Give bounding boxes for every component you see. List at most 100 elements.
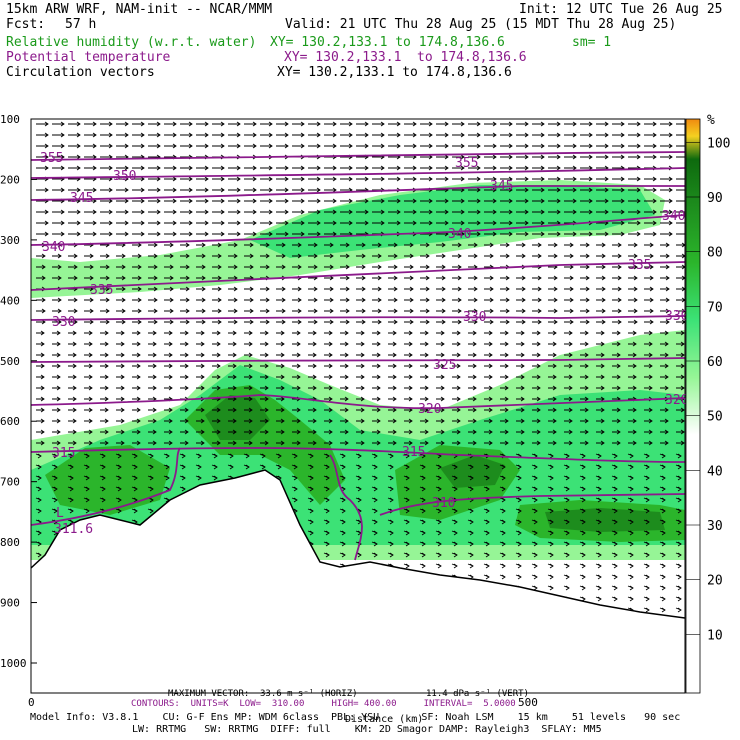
vector-arrow: [291, 486, 298, 492]
rh-core-1: [45, 445, 170, 515]
vector-arrow: [276, 242, 286, 248]
vector-arrow: [452, 209, 465, 215]
vector-arrow: [436, 374, 445, 380]
vector-arrow: [372, 319, 382, 325]
vector-arrow: [532, 363, 541, 369]
vector-arrow: [35, 486, 42, 492]
vector-arrow: [484, 198, 497, 204]
theta-label: 355: [455, 156, 478, 171]
vector-arrow: [180, 253, 190, 259]
vector-arrow: [404, 374, 413, 380]
vector-arrow: [116, 297, 126, 303]
vector-arrow: [468, 242, 478, 248]
vector-arrow: [660, 440, 669, 446]
vector-arrow: [99, 497, 106, 503]
vector-arrow: [435, 486, 442, 492]
vector-arrow: [356, 330, 365, 336]
vector-arrow: [403, 453, 410, 459]
vector-arrow: [404, 352, 413, 358]
vector-arrow: [36, 253, 46, 259]
vector-arrow: [196, 264, 206, 270]
vector-arrow: [52, 374, 61, 380]
theta-field-label: Potential temperature: [6, 50, 171, 65]
vector-arrow: [436, 308, 446, 314]
vector-arrow: [244, 407, 253, 413]
vector-arrow: [660, 297, 670, 303]
vector-arrow: [675, 475, 682, 481]
vector-arrow: [403, 541, 410, 547]
vector-arrow: [68, 418, 77, 424]
vector-arrow: [260, 385, 269, 391]
vector-arrow: [643, 497, 650, 503]
vector-arrow: [68, 132, 81, 138]
vector-arrow: [212, 198, 225, 204]
vector-arrow: [35, 530, 42, 536]
vector-arrow: [260, 264, 270, 270]
vector-arrow: [404, 308, 414, 314]
vector-arrow: [548, 418, 557, 424]
vector-arrow: [180, 121, 193, 127]
vector-arrow: [580, 319, 590, 325]
vector-arrow: [675, 497, 682, 503]
vector-arrow: [660, 352, 669, 358]
vector-arrow: [228, 385, 237, 391]
vector-arrow: [420, 308, 430, 314]
vector-arrow: [180, 220, 193, 226]
vector-arrow: [644, 132, 657, 138]
vector-arrow: [164, 231, 177, 237]
vector-arrow: [164, 176, 177, 182]
vector-arrow: [84, 264, 94, 270]
vector-arrow: [196, 429, 205, 435]
vector-arrow: [260, 242, 270, 248]
vector-arrow: [531, 541, 538, 547]
vector-arrow: [580, 121, 593, 127]
vector-arrow: [372, 429, 381, 435]
vector-arrow: [644, 297, 654, 303]
vector-arrow: [340, 286, 350, 292]
vector-arrow: [340, 330, 349, 336]
vector-arrow: [660, 231, 673, 237]
vector-arrow: [324, 143, 337, 149]
vector-arrow: [612, 418, 621, 424]
vector-arrow: [628, 352, 637, 358]
vector-arrow: [468, 275, 478, 281]
vector-arrow: [580, 264, 590, 270]
vector-arrow: [371, 508, 378, 514]
vector-arrow: [116, 374, 125, 380]
circulation-label: Circulation vectors: [6, 65, 155, 80]
vector-arrow: [500, 231, 513, 237]
vector-arrow: [660, 319, 670, 325]
vector-arrow: [532, 253, 542, 259]
vector-arrow: [164, 220, 177, 226]
vector-arrow: [515, 574, 522, 580]
vector-arrow: [468, 132, 481, 138]
vector-arrow: [356, 132, 369, 138]
vector-arrow: [500, 341, 509, 347]
theta-contours: [31, 151, 685, 561]
vector-arrow: [308, 440, 317, 446]
vector-arrow: [547, 552, 554, 558]
vector-arrow: [196, 253, 206, 259]
vector-arrow: [564, 242, 574, 248]
vector-arrow: [484, 242, 494, 248]
vector-arrow: [515, 497, 522, 503]
vector-arrow: [579, 519, 586, 525]
vector-arrow: [564, 319, 574, 325]
vector-arrow: [420, 253, 430, 259]
vector-arrow: [580, 143, 593, 149]
vector-arrow: [484, 286, 494, 292]
vector-arrow: [547, 453, 554, 459]
vector-arrow: [308, 363, 317, 369]
vector-arrow: [627, 453, 634, 459]
vector-arrow: [420, 165, 433, 171]
vector-arrow: [356, 429, 365, 435]
vector-arrow: [387, 530, 394, 536]
rh-core-5: [440, 455, 505, 488]
vector-arrow: [580, 297, 590, 303]
vector-arrow: [563, 519, 570, 525]
vector-arrow: [387, 464, 394, 470]
vector-arrow: [468, 209, 481, 215]
vector-arrow: [131, 486, 138, 492]
vector-arrow: [164, 407, 173, 413]
vector-arrow: [276, 440, 285, 446]
